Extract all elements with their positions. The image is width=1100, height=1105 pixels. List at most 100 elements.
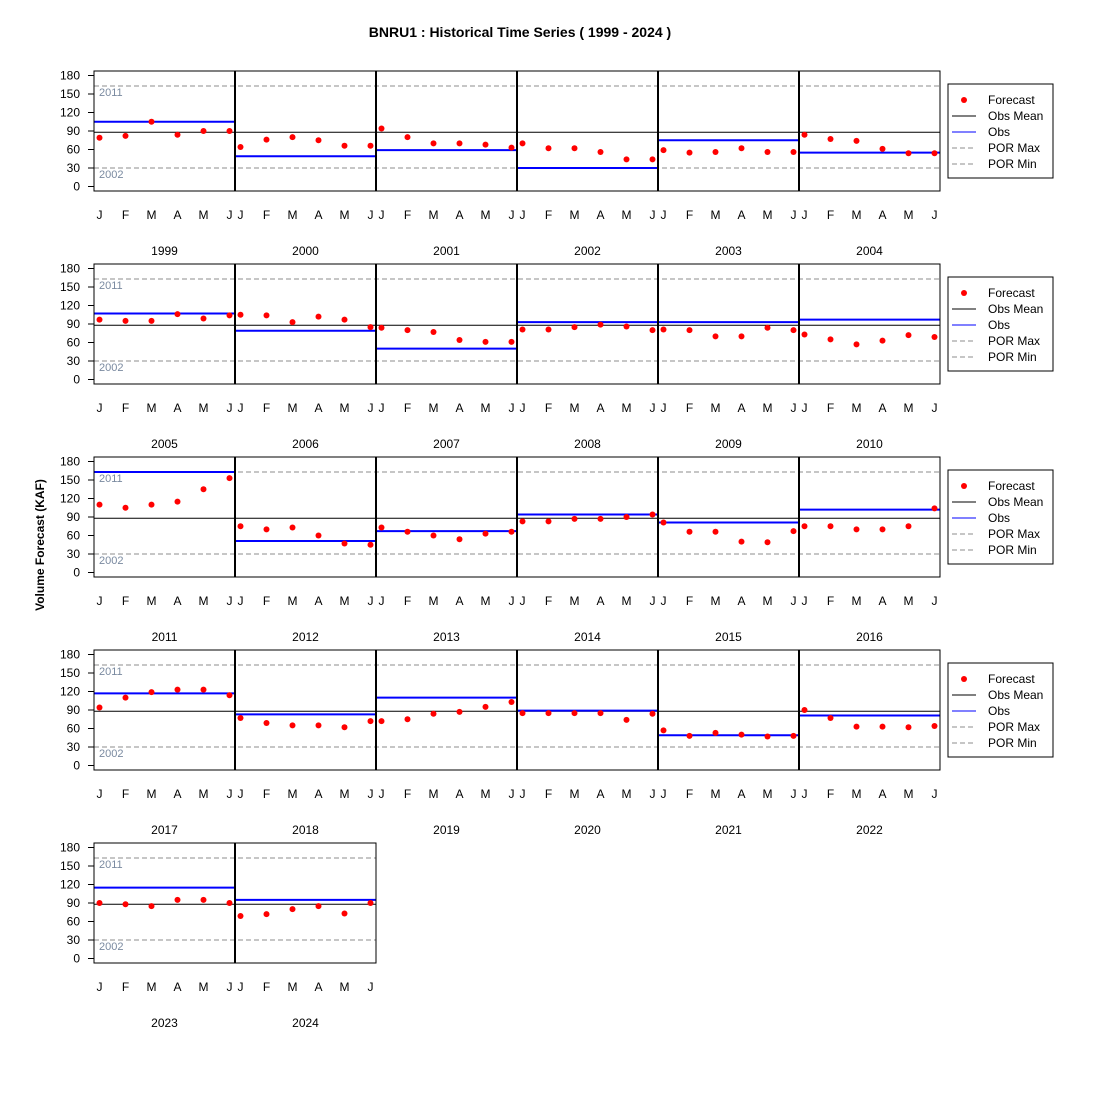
forecast-point <box>96 704 103 711</box>
month-label: F <box>122 787 129 801</box>
por-min-label: 2002 <box>99 169 123 181</box>
month-label: J <box>802 594 808 608</box>
panel-frame <box>375 456 518 578</box>
month-label: M <box>711 787 721 801</box>
legend-label: Forecast <box>988 93 1035 107</box>
forecast-point <box>660 147 667 154</box>
year-label: 2024 <box>292 1016 319 1030</box>
forecast-point <box>341 540 348 547</box>
month-label: F <box>404 208 411 222</box>
forecast-point <box>827 136 834 143</box>
forecast-point <box>764 539 771 546</box>
forecast-point <box>237 311 244 318</box>
forecast-point <box>289 524 296 531</box>
month-label: J <box>802 208 808 222</box>
year-label: 2012 <box>292 630 319 644</box>
month-label: A <box>455 208 463 222</box>
forecast-point <box>96 134 103 141</box>
forecast-point <box>482 141 489 148</box>
month-label: J <box>802 401 808 415</box>
forecast-point <box>545 145 552 152</box>
month-label: A <box>596 594 604 608</box>
forecast-point <box>237 523 244 530</box>
forecast-point <box>200 686 207 693</box>
panel-frame <box>657 70 800 192</box>
legend-label: POR Min <box>988 350 1037 364</box>
year-panel: J F M A M J 2013 <box>375 456 518 644</box>
forecast-point <box>341 910 348 917</box>
y-tick-label: 0 <box>73 759 80 773</box>
forecast-point <box>764 324 771 331</box>
forecast-point <box>174 896 181 903</box>
year-label: 2015 <box>715 630 742 644</box>
month-label: M <box>288 980 298 994</box>
legend: Forecast Obs Mean Obs POR Max POR Min <box>947 662 1054 758</box>
forecast-point <box>597 321 604 328</box>
year-panel: J F M A M J 2011 <box>93 456 236 644</box>
year-panel: J F M A M J 2004 <box>798 70 941 258</box>
year-panel: J F M A M J 2014 <box>516 456 659 644</box>
month-label: J <box>791 401 797 415</box>
forecast-point <box>790 327 797 334</box>
forecast-point <box>519 710 526 717</box>
year-label: 2005 <box>151 437 178 451</box>
legend-label: Obs <box>988 704 1010 718</box>
forecast-point <box>790 528 797 535</box>
year-panel: J F M A M J 2006 <box>234 263 377 451</box>
month-label: F <box>263 208 270 222</box>
year-panel: J F M A M J 2003 <box>657 70 800 258</box>
month-label: J <box>368 980 374 994</box>
month-label: F <box>404 401 411 415</box>
forecast-point <box>801 131 808 138</box>
legend-label: Obs Mean <box>988 495 1043 509</box>
month-label: M <box>429 594 439 608</box>
month-label: A <box>173 208 181 222</box>
year-panel: J F M A M J 2008 <box>516 263 659 451</box>
forecast-point <box>263 526 270 533</box>
year-label: 2007 <box>433 437 460 451</box>
month-label: A <box>314 401 322 415</box>
month-label: M <box>288 208 298 222</box>
month-label: J <box>791 787 797 801</box>
year-label: 2002 <box>574 244 601 258</box>
forecast-point <box>122 901 129 908</box>
forecast-point <box>623 323 630 330</box>
forecast-point <box>879 337 886 344</box>
month-label: M <box>622 787 632 801</box>
year-panel: J F M A M J 2020 <box>516 649 659 837</box>
por-min-label: 2002 <box>99 362 123 374</box>
month-label: M <box>147 980 157 994</box>
year-label: 2010 <box>856 437 883 451</box>
legend-forecast-marker <box>961 290 967 296</box>
legend-label: Forecast <box>988 672 1035 686</box>
forecast-point <box>931 150 938 157</box>
forecast-point <box>660 326 667 333</box>
forecast-point <box>341 142 348 149</box>
forecast-point <box>827 336 834 343</box>
forecast-point <box>289 134 296 141</box>
forecast-point <box>738 731 745 738</box>
forecast-point <box>148 118 155 125</box>
y-tick-label: 90 <box>67 124 81 138</box>
month-label: M <box>147 208 157 222</box>
year-label: 2019 <box>433 823 460 837</box>
y-tick-label: 30 <box>67 933 81 947</box>
forecast-point <box>378 524 385 531</box>
forecast-point <box>649 710 656 717</box>
forecast-point <box>571 324 578 331</box>
month-label: J <box>520 594 526 608</box>
forecast-point <box>367 142 374 149</box>
forecast-point <box>597 710 604 717</box>
legend-forecast-marker <box>961 97 967 103</box>
panel-frame <box>657 263 800 385</box>
y-tick-label: 0 <box>73 373 80 387</box>
forecast-point <box>482 703 489 710</box>
panel-frame <box>516 70 659 192</box>
year-label: 2001 <box>433 244 460 258</box>
panel-frame <box>657 649 800 771</box>
panel-frame <box>798 70 941 192</box>
month-label: J <box>368 594 374 608</box>
month-label: M <box>147 401 157 415</box>
